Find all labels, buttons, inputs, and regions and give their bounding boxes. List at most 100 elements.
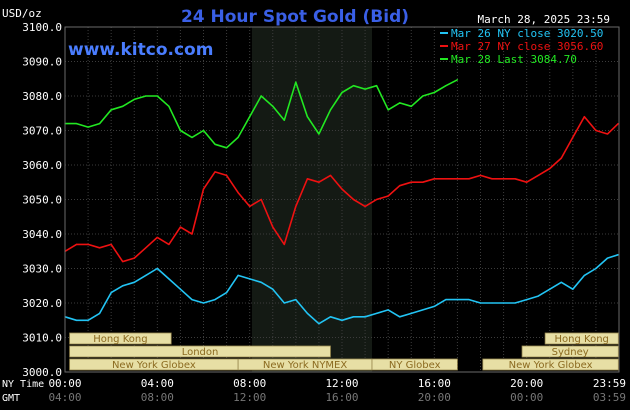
series-2-point (595, 129, 597, 132)
session-label: New York Globex (112, 360, 196, 371)
legend-entry: Mar 26 NY close 3020.50 (451, 27, 603, 40)
series-3-point (295, 81, 297, 83)
session-box (521, 345, 619, 358)
y-tick-label: 3060.0 (22, 159, 62, 172)
y-tick-label: 3010.0 (22, 332, 62, 345)
series-1-point (399, 316, 401, 318)
series-2-point (399, 185, 401, 187)
series-1-point (272, 288, 274, 290)
series-2-point (491, 178, 493, 180)
series-2-point (341, 188, 343, 190)
series-1-point (249, 278, 251, 280)
session-label: New York Globex (509, 360, 593, 371)
series-1-point (202, 302, 205, 304)
series-2-point (387, 195, 389, 197)
series-1-point (75, 319, 78, 321)
series-2-point (99, 247, 101, 249)
series-2-point (410, 181, 412, 183)
x-tick-label-ny: 16:00 (418, 377, 451, 390)
series-1-point (168, 278, 170, 280)
series-1-point (560, 281, 562, 283)
series-2-point (583, 116, 585, 118)
series-2-point (214, 171, 216, 173)
y-tick-label: 3100.0 (22, 21, 62, 34)
series-1-point (468, 298, 470, 301)
series-1-point (549, 288, 551, 290)
series-2-point (191, 233, 193, 235)
series-3-point (456, 79, 459, 81)
series-2-point (249, 205, 251, 207)
series-3-point (156, 95, 158, 97)
series-2-point (225, 174, 228, 176)
series-3-point (387, 109, 389, 111)
series-2-point (122, 261, 124, 263)
watermark: www.kitco.com (68, 40, 213, 60)
series-3-point (376, 85, 378, 87)
series-2-point (560, 157, 562, 159)
series-2-point (479, 174, 482, 176)
series-2-point (433, 178, 435, 180)
legend-entry: Mar 28 Last 3084.70 (451, 53, 577, 66)
series-3-point (191, 136, 193, 138)
series-1-point (376, 312, 378, 314)
series-1-point (491, 302, 493, 304)
series-1-point (237, 274, 239, 276)
series-1-point (179, 288, 182, 290)
series-2-point (445, 178, 447, 180)
series-3-point (318, 133, 320, 135)
series-1-point (225, 292, 228, 294)
series-1-point (260, 281, 262, 283)
series-1-point (87, 319, 89, 321)
series-2-point (202, 188, 205, 190)
series-3-point (122, 105, 124, 107)
x-tick-label-gmt: 04:00 (48, 391, 81, 404)
series-3-point (352, 85, 355, 87)
session-label: Sydney (552, 347, 589, 358)
series-2-point (352, 198, 355, 201)
series-3-point (260, 95, 262, 97)
series-1-point (99, 312, 101, 314)
series-1-point (122, 285, 124, 287)
series-1-point (156, 267, 158, 270)
series-2-point (237, 192, 239, 194)
y-tick-label: 3020.0 (22, 297, 62, 310)
series-2-point (422, 181, 424, 183)
x-tick-label-gmt: 12:00 (233, 391, 266, 404)
series-1-point (456, 298, 459, 301)
x-tick-label-gmt: 08:00 (141, 391, 174, 404)
series-1-point (502, 302, 505, 304)
series-3-point (445, 85, 447, 87)
series-3-point (422, 95, 424, 97)
legend-entry: Mar 27 NY close 3056.60 (451, 40, 603, 53)
series-3-point (179, 129, 182, 132)
x-tick-label-ny: 04:00 (141, 377, 174, 390)
session-box (482, 358, 619, 371)
series-2-point (537, 174, 539, 176)
session-label: Hong Kong (555, 334, 609, 345)
series-3-point (202, 129, 205, 132)
series-1-point (341, 319, 343, 321)
series-2-point (133, 257, 135, 259)
session-box (69, 332, 172, 345)
series-2-point (456, 178, 459, 180)
series-1-point (133, 281, 135, 283)
series-1-point (479, 302, 482, 304)
series-3-point (225, 147, 228, 149)
session-label: Hong Kong (93, 334, 147, 345)
series-3-point (410, 105, 412, 107)
series-2-point (606, 133, 609, 135)
series-1-point (422, 309, 424, 311)
session-box (69, 345, 331, 358)
series-2-point (376, 198, 378, 201)
series-2-point (549, 167, 551, 170)
series-2-point (156, 236, 158, 239)
x-tick-label-ny: 12:00 (325, 377, 358, 390)
series-1-point (329, 316, 332, 318)
series-1-point (214, 298, 216, 301)
y-tick-label: 3090.0 (22, 56, 62, 69)
series-2-point (318, 181, 320, 183)
x-tick-label-gmt: 03:59 (593, 391, 626, 404)
